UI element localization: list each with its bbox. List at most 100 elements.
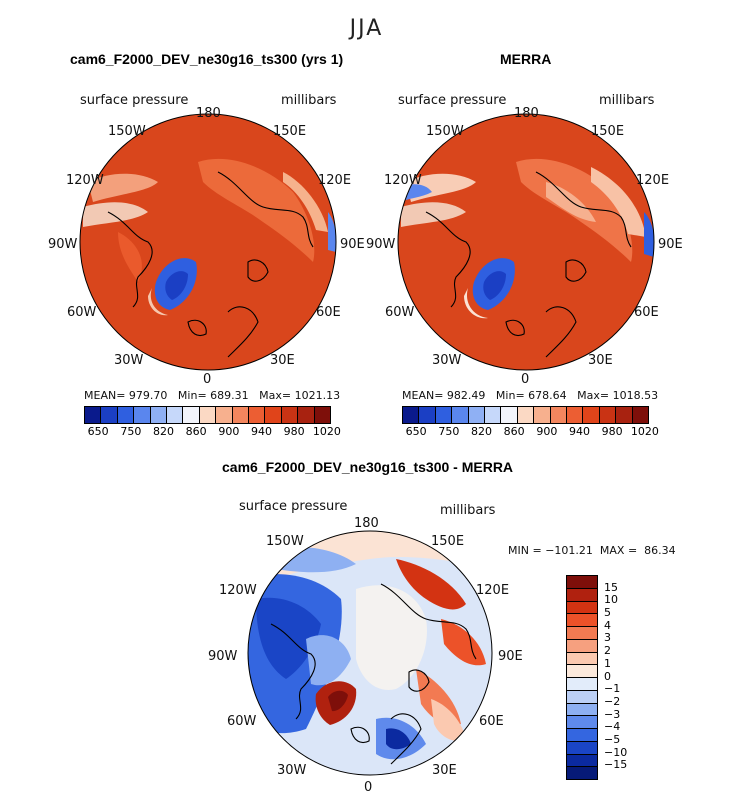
panel3-colorbar-swatch (567, 652, 597, 666)
panel3-map (247, 530, 493, 776)
panel1-map (79, 113, 337, 371)
panel3-asia-positive-b (441, 619, 486, 666)
panel3-colorbar (566, 575, 598, 780)
panel3-colorbar-label: −4 (604, 720, 621, 734)
panel2-colorbar-swatch (419, 407, 436, 423)
panel3-scandinavia-neutral (431, 699, 466, 741)
panel1-colorbar-label: 860 (185, 425, 207, 438)
panel2-tibet-low (591, 167, 646, 237)
panel2-mean-value: 982.49 (446, 389, 486, 402)
panel1-colorbar-swatch (232, 407, 250, 423)
panel3-lon-150e: 150E (431, 534, 465, 549)
panel3-colorbar-label: 4 (604, 618, 611, 632)
panel3-colorbar-swatch (567, 627, 597, 640)
panel2-colorbar-swatch (599, 407, 617, 423)
panel3-colorbar-swatch (567, 665, 597, 678)
panel3-colorbar-swatch (567, 601, 597, 615)
panel3-colorbar-swatch (567, 716, 597, 729)
panel1-colorbar (84, 406, 331, 424)
panel1-variable-label: surface pressure (80, 93, 189, 108)
panel1-rockies-band (83, 202, 148, 227)
panel1-max-label: Max= (259, 389, 292, 402)
panel3-colorbar-label: −3 (604, 707, 621, 721)
panel1-colorbar-swatch (101, 407, 118, 423)
panel1-lon-150e: 150E (273, 124, 307, 139)
panel2-units-label: millibars (599, 93, 655, 108)
panel3-na-mid-negative (306, 635, 351, 686)
panel2-lon-90e: 90E (658, 237, 683, 252)
panel3-lon-60w: 60W (227, 714, 257, 729)
panel1-colorbar-swatch (167, 407, 184, 423)
panel2-mean-label: MEAN= (402, 389, 444, 402)
panel2-colorbar-label: 860 (503, 425, 525, 438)
panel3-lon-0: 0 (364, 780, 373, 795)
panel2-colorbar-label: 650 (405, 425, 427, 438)
panel2-greenland-edge (464, 288, 488, 319)
panel3-colorbar-label: 0 (604, 669, 611, 683)
panel3-stats: MIN = −101.21 MAX = 86.34 (508, 544, 676, 557)
panel2-colorbar-swatch (616, 407, 633, 423)
panel2-colorbar-swatch (468, 407, 486, 423)
panel3-colorbar-label: 3 (604, 631, 611, 645)
panel3-min-value: −101.21 (545, 544, 593, 557)
panel2-colorbar-swatch (452, 407, 469, 423)
panel1-stats: MEAN= 979.70 Min= 689.31 Max= 1021.13 (84, 389, 340, 402)
season-title: JJA (349, 16, 384, 41)
panel2-colorbar-label: 940 (569, 425, 590, 438)
panel1-colorbar-swatch (117, 407, 135, 423)
panel2-colorbar (402, 406, 649, 424)
panel2-lon-60e: 60E (634, 305, 659, 320)
panel2-max-value: 1018.53 (612, 389, 659, 402)
panel2-colorbar-swatch (534, 407, 551, 423)
panel3-greenland-core (328, 690, 348, 712)
panel2-greenland-core (483, 271, 506, 300)
panel1-lon-90w: 90W (48, 237, 78, 252)
panel1-colorbar-swatch (298, 407, 315, 423)
panel2-siberia-patches (546, 182, 596, 222)
panel2-colorbar-labels: 650 750 820 860 900 940 980 1020 (402, 425, 659, 439)
panel3-lon-120e: 120E (476, 583, 510, 598)
panel3-colorbar-label: 10 (604, 593, 618, 607)
panel2-colorbar-swatch (517, 407, 535, 423)
panel3-europe-core (386, 728, 411, 750)
panel1-max-value: 1021.13 (294, 389, 341, 402)
panel3-colorbar-label: −2 (604, 694, 621, 708)
panel2-colorbar-swatch (485, 407, 502, 423)
panel3-lon-90w: 90W (208, 649, 238, 664)
panel3-coastlines (270, 583, 477, 765)
panel1-colorbar-label: 650 (87, 425, 109, 438)
panel2-colorbar-label: 1020 (630, 425, 659, 438)
panel2-colorbar-swatch (550, 407, 568, 423)
panel1-lon-120e: 120E (318, 173, 352, 188)
panel2-title: MERRA (500, 51, 552, 67)
panel3-asia-positive-a (396, 559, 466, 610)
panel3-arctic-neutral (356, 585, 427, 690)
panel1-lon-0: 0 (203, 372, 212, 387)
panel2-lon-30e: 30E (588, 353, 613, 368)
panel3-units-label: millibars (440, 503, 496, 518)
panel2-colorbar-swatch (632, 407, 649, 423)
panel3-lon-60e: 60E (479, 714, 504, 729)
panel1-title: cam6_F2000_DEV_ne30g16_ts300 (yrs 1) (70, 51, 344, 67)
panel2-lon-90w: 90W (366, 237, 396, 252)
panel3-lon-150w: 150W (266, 534, 304, 549)
panel2-colorbar-swatch (567, 407, 584, 423)
panel2-colorbar-label: 900 (536, 425, 558, 438)
panel2-lon-0: 0 (521, 372, 530, 387)
panel3-colorbar-label: −1 (604, 682, 621, 696)
panel1-min-label: Min= (177, 389, 207, 402)
panel3-colorbar-swatch (567, 729, 597, 742)
panel1-colorbar-label: 980 (283, 425, 305, 438)
panel1-colorbar-swatch (183, 407, 200, 423)
panel2-colorbar-label: 980 (601, 425, 623, 438)
panel1-colorbar-labels: 650 750 820 860 900 940 980 1020 (84, 425, 341, 439)
panel1-colorbar-swatch (150, 407, 168, 423)
panel2-lon-150e: 150E (591, 124, 625, 139)
panel3-colorbar-swatch (567, 614, 597, 627)
panel2-lon-120w: 120W (384, 173, 422, 188)
panel1-lon-60e: 60E (316, 305, 341, 320)
panel1-map-border (79, 113, 337, 371)
panel3-max-label: MAX = (599, 544, 638, 557)
panel3-colorbar-label: −15 (604, 758, 628, 772)
panel3-colorbar-swatch (567, 754, 597, 768)
